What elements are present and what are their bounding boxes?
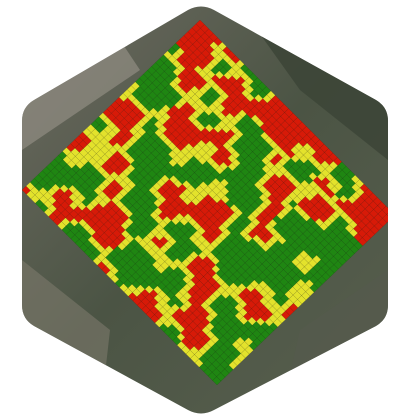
grid-cell [213,377,221,385]
aerial-patch [250,20,388,160]
aerial-patch [22,40,140,150]
yield-grid [22,20,388,385]
